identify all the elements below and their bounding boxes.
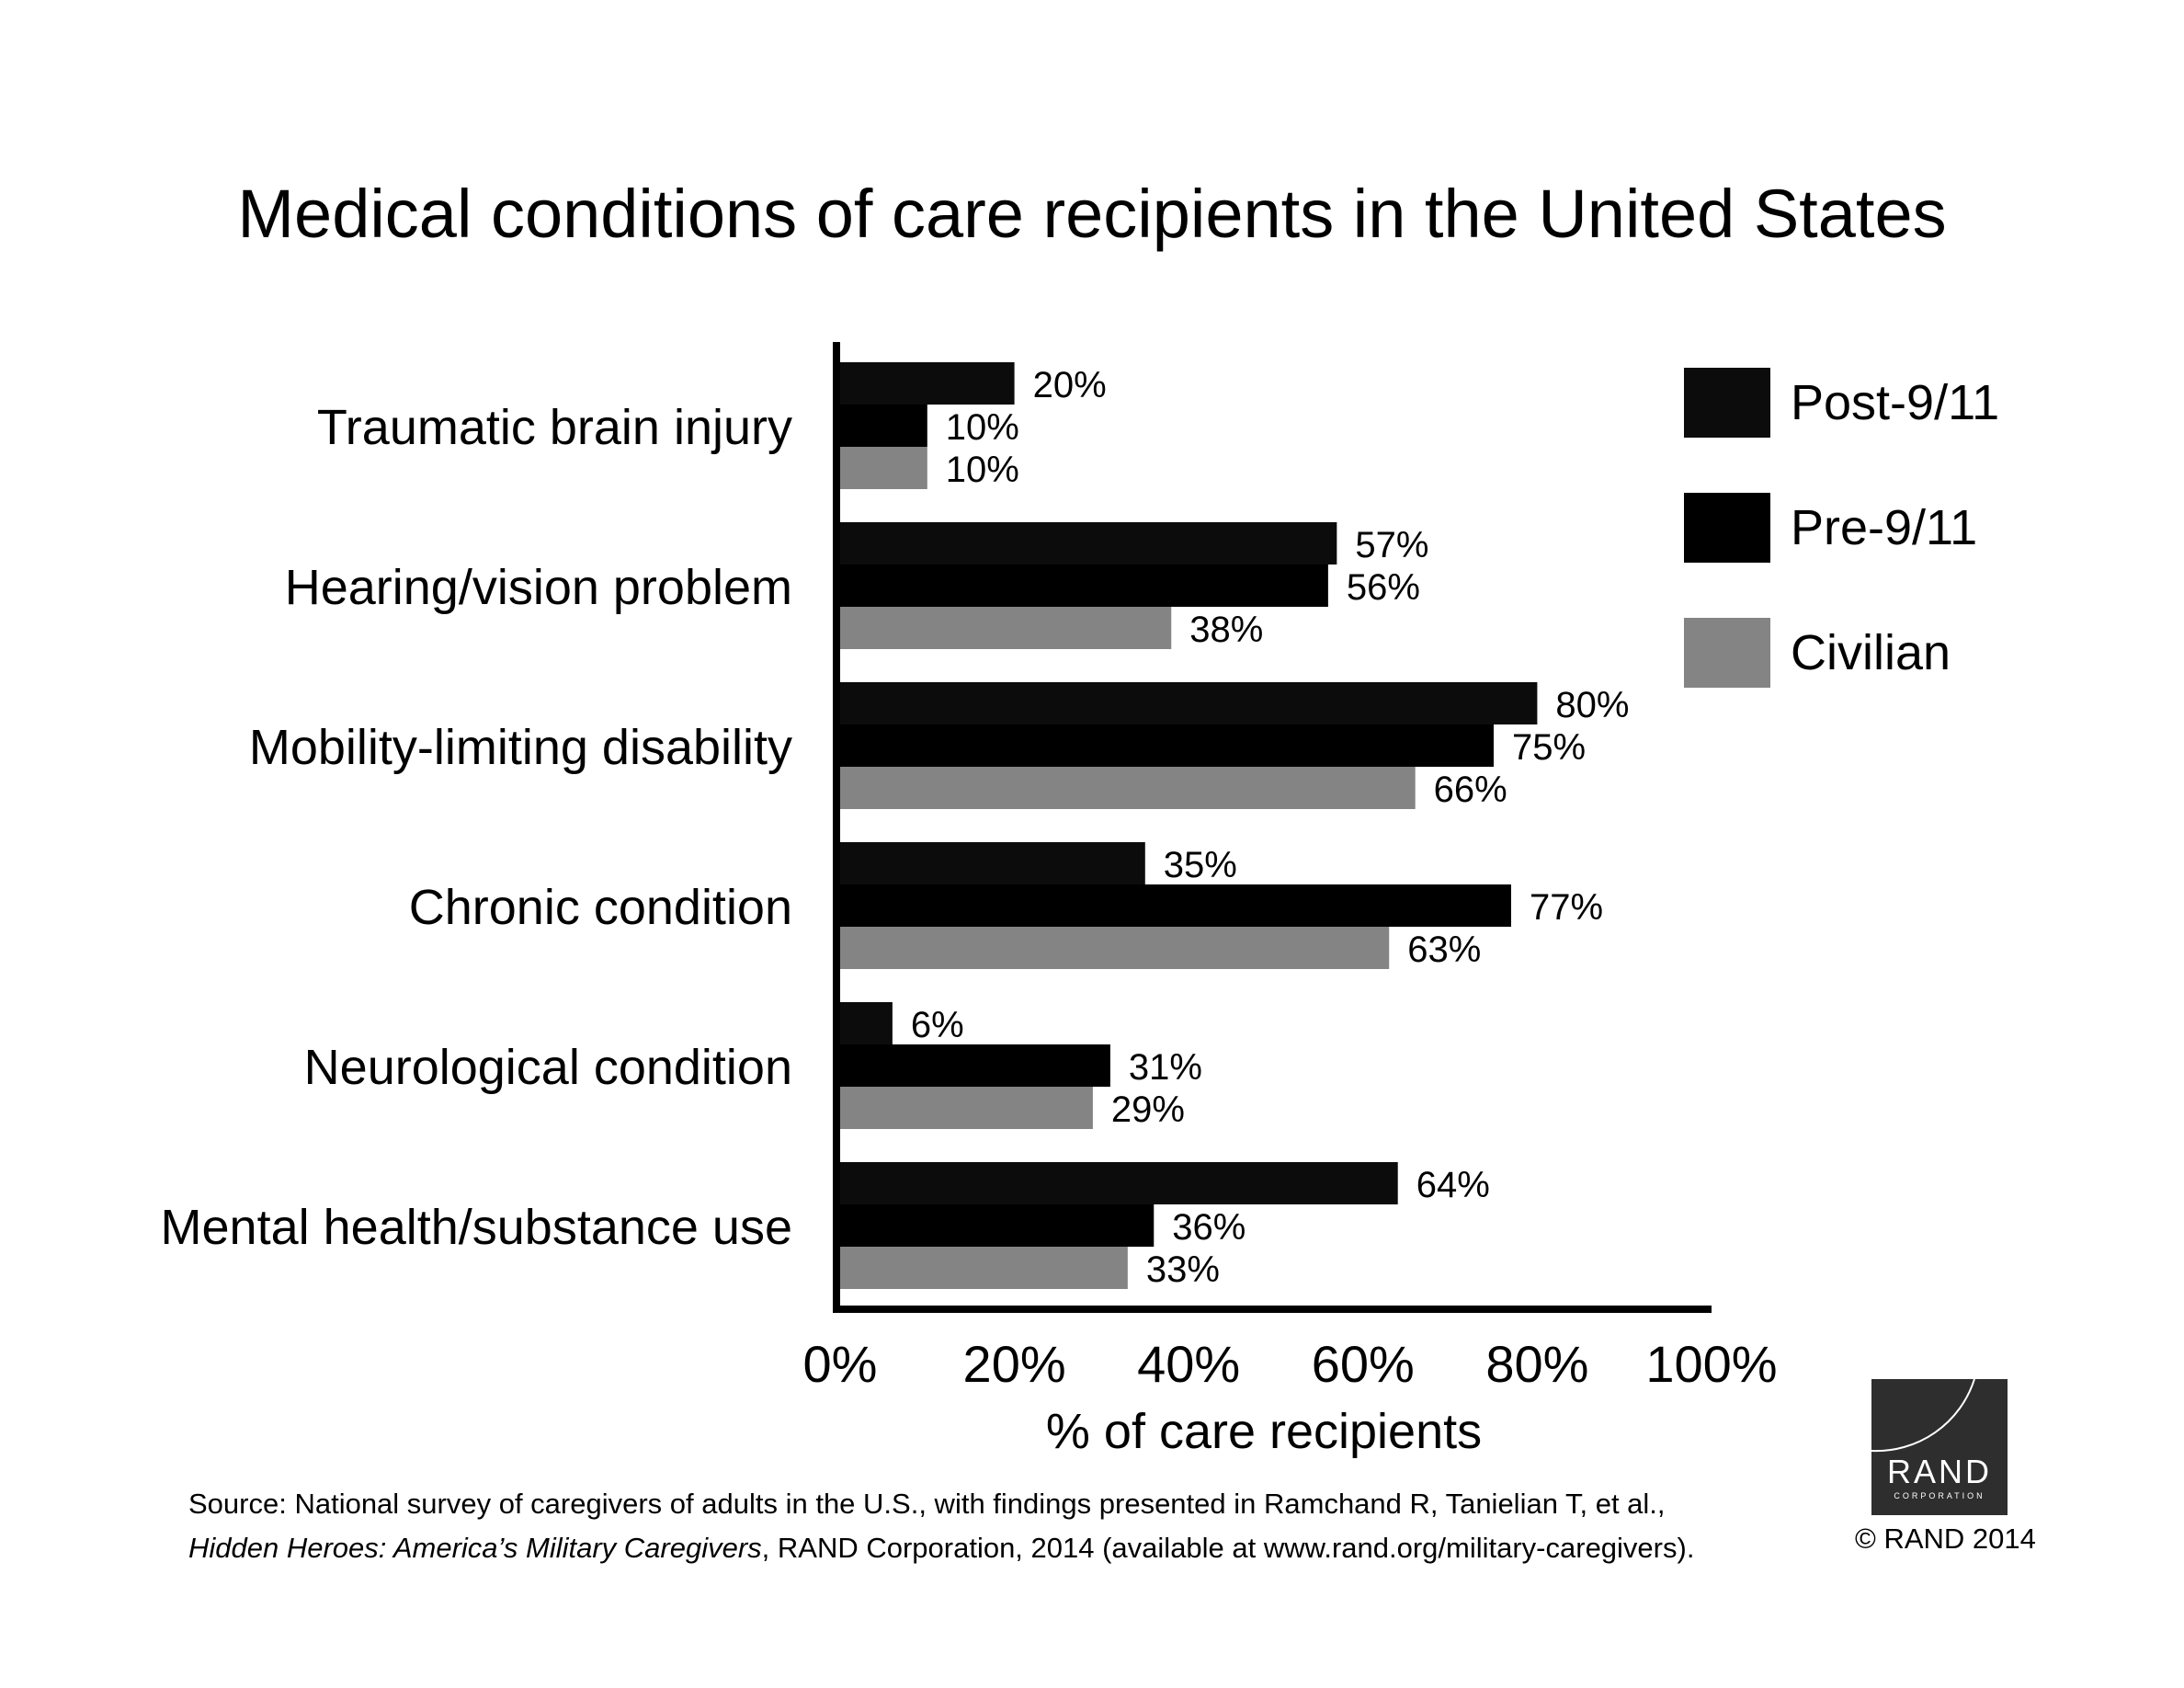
data-label: 20% xyxy=(1033,365,1107,405)
data-label: 35% xyxy=(1164,845,1237,885)
bar xyxy=(840,842,1145,884)
x-axis-title: % of care recipients xyxy=(1046,1404,1482,1459)
data-label: 38% xyxy=(1189,610,1263,650)
x-tick-label: 80% xyxy=(1485,1335,1588,1393)
bar xyxy=(840,405,927,447)
data-label: 63% xyxy=(1407,930,1481,970)
x-tick-label: 100% xyxy=(1645,1335,1777,1393)
legend-swatch xyxy=(1684,493,1770,563)
data-label: 33% xyxy=(1146,1249,1220,1290)
data-label: 80% xyxy=(1555,685,1629,725)
source-line-2: Hidden Heroes: America’s Military Caregi… xyxy=(188,1526,1694,1570)
bar xyxy=(840,607,1172,649)
logo-word: RAND xyxy=(1886,1453,1992,1490)
bar xyxy=(840,362,1015,405)
data-label: 31% xyxy=(1129,1047,1202,1088)
data-label: 56% xyxy=(1347,567,1420,608)
category-label: Mobility-limiting disability xyxy=(249,720,792,775)
bar xyxy=(840,1204,1155,1247)
data-label: 75% xyxy=(1512,727,1586,768)
chart-title: Medical conditions of care recipients in… xyxy=(237,176,1946,252)
bar xyxy=(840,565,1328,607)
x-tick-label: 40% xyxy=(1137,1335,1240,1393)
legend-swatch xyxy=(1684,368,1770,438)
legend: Post-9/11 Pre-9/11 Civilian xyxy=(1684,368,1999,688)
bar xyxy=(840,1044,1110,1087)
data-label: 66% xyxy=(1434,770,1507,810)
category-label: Neurological condition xyxy=(304,1040,792,1095)
x-tick-labels: 0% 20% 40% 60% 80% 100% xyxy=(803,1335,1778,1393)
data-label: 36% xyxy=(1172,1207,1246,1248)
source-book-title: Hidden Heroes: America’s Military Caregi… xyxy=(188,1532,762,1564)
data-label: 57% xyxy=(1355,525,1428,565)
bar xyxy=(840,682,1538,724)
bar xyxy=(840,927,1390,969)
x-tick-label: 20% xyxy=(963,1335,1066,1393)
data-label: 10% xyxy=(946,450,1019,490)
legend-label: Post-9/11 xyxy=(1791,375,1999,430)
data-label: 10% xyxy=(946,407,1019,448)
data-label: 6% xyxy=(911,1005,964,1045)
copyright: © RAND 2014 xyxy=(1855,1523,2036,1555)
data-label: 29% xyxy=(1111,1089,1185,1130)
rand-logo: RAND CORPORATION xyxy=(1871,1379,2008,1515)
source-note: Source: National survey of caregivers of… xyxy=(188,1482,1694,1570)
bar xyxy=(840,1247,1128,1289)
source-line-1: Source: National survey of caregivers of… xyxy=(188,1488,1666,1520)
category-label: Hearing/vision problem xyxy=(285,560,792,615)
x-tick-label: 0% xyxy=(803,1335,878,1393)
data-labels: 20% 10%10% 57%56% 38% 80%75%66% 35% 77% 63% 6% 31… xyxy=(911,365,1630,1290)
bars xyxy=(840,362,1538,1289)
bar xyxy=(840,884,1511,927)
bar xyxy=(840,1087,1093,1129)
category-labels: Traumatic brain injury Hearing/vision pro… xyxy=(161,400,792,1255)
bar xyxy=(840,767,1416,809)
bar xyxy=(840,522,1337,565)
legend-label: Civilian xyxy=(1791,625,1951,680)
bar xyxy=(840,447,927,489)
data-label: 77% xyxy=(1530,887,1603,928)
bar xyxy=(840,1162,1398,1204)
legend-label: Pre-9/11 xyxy=(1791,500,1977,555)
category-label: Chronic condition xyxy=(409,880,792,935)
source-rest: , RAND Corporation, 2014 (available at w… xyxy=(761,1532,1695,1564)
bar xyxy=(840,1002,893,1044)
bar xyxy=(840,724,1494,767)
category-label: Mental health/substance use xyxy=(161,1200,792,1255)
category-label: Traumatic brain injury xyxy=(317,400,792,455)
data-label: 64% xyxy=(1416,1165,1490,1205)
x-tick-label: 60% xyxy=(1312,1335,1415,1393)
legend-swatch xyxy=(1684,618,1770,688)
logo-arc-icon xyxy=(1871,1379,1975,1453)
logo-sub: CORPORATION xyxy=(1894,1491,1985,1500)
